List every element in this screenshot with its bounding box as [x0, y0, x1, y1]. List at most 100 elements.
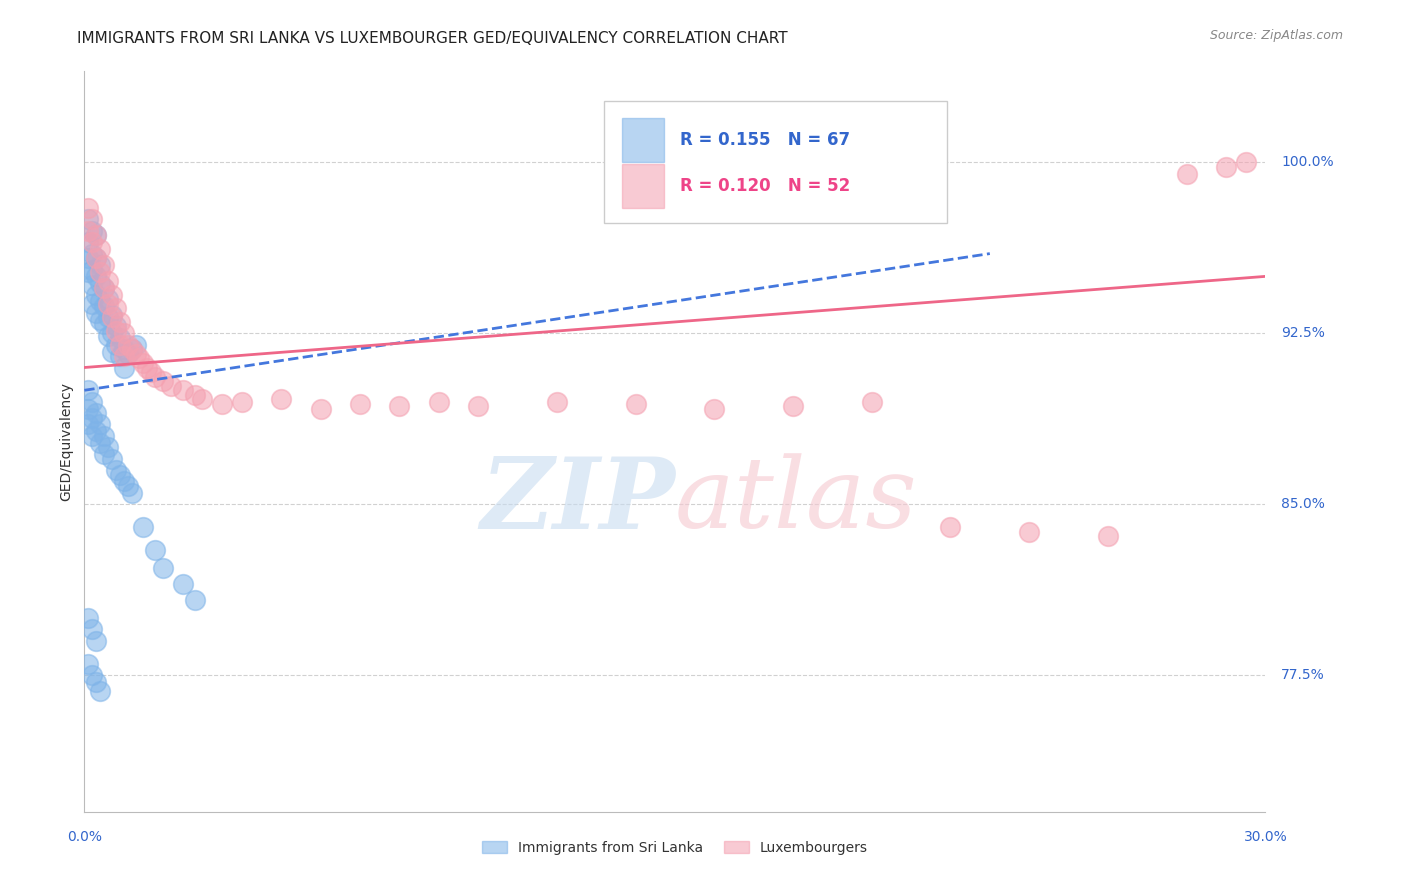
- Point: [82, 262, 104, 277]
- Point: [143, 369, 166, 384]
- Point: [77, 401, 100, 416]
- Point: [121, 343, 143, 357]
- Point: [101, 287, 124, 301]
- Point: [89, 277, 111, 291]
- Point: [104, 319, 127, 334]
- Point: [104, 337, 127, 351]
- Point: [160, 378, 183, 392]
- Point: [84, 306, 107, 320]
- Point: [860, 394, 883, 409]
- Point: [89, 265, 111, 279]
- Point: [104, 301, 127, 316]
- Text: 0.0%: 0.0%: [67, 830, 101, 844]
- Point: [77, 201, 100, 215]
- Point: [104, 463, 127, 477]
- Point: [117, 337, 139, 351]
- Point: [121, 485, 143, 500]
- Point: [1234, 155, 1257, 169]
- Point: [82, 410, 104, 425]
- Point: [112, 349, 135, 363]
- Point: [309, 401, 332, 416]
- Point: [82, 394, 104, 409]
- Point: [183, 592, 205, 607]
- Point: [82, 623, 104, 637]
- Point: [101, 326, 124, 341]
- Point: [82, 246, 104, 260]
- Point: [703, 401, 725, 416]
- Point: [112, 475, 135, 489]
- Point: [89, 258, 111, 272]
- Point: [82, 278, 104, 293]
- Text: IMMIGRANTS FROM SRI LANKA VS LUXEMBOURGER GED/EQUIVALENCY CORRELATION CHART: IMMIGRANTS FROM SRI LANKA VS LUXEMBOURGE…: [77, 31, 787, 46]
- Point: [128, 351, 150, 366]
- Point: [77, 224, 100, 238]
- Point: [108, 331, 131, 345]
- Point: [1175, 167, 1198, 181]
- Point: [93, 281, 115, 295]
- Point: [349, 397, 371, 411]
- Point: [101, 310, 124, 325]
- Point: [84, 425, 107, 439]
- Point: [82, 235, 104, 250]
- Text: 100.0%: 100.0%: [1281, 155, 1334, 169]
- Point: [82, 212, 104, 227]
- Text: 77.5%: 77.5%: [1281, 668, 1324, 682]
- Point: [101, 451, 124, 466]
- Point: [1097, 529, 1119, 543]
- FancyBboxPatch shape: [621, 164, 664, 208]
- Text: R = 0.120   N = 52: R = 0.120 N = 52: [679, 178, 849, 195]
- Point: [93, 281, 115, 295]
- Point: [467, 399, 489, 413]
- Point: [270, 392, 292, 407]
- Point: [77, 235, 100, 250]
- Point: [101, 308, 124, 322]
- Point: [97, 440, 120, 454]
- Point: [82, 668, 104, 682]
- Point: [84, 269, 107, 284]
- Point: [108, 349, 131, 363]
- Point: [108, 315, 131, 329]
- Point: [117, 347, 139, 361]
- Point: [82, 429, 104, 443]
- Point: [93, 317, 115, 331]
- FancyBboxPatch shape: [605, 101, 946, 223]
- Point: [97, 328, 120, 343]
- Point: [89, 294, 111, 309]
- Point: [84, 633, 107, 648]
- Point: [89, 435, 111, 450]
- Point: [191, 392, 214, 407]
- Point: [1018, 524, 1040, 539]
- Text: 92.5%: 92.5%: [1281, 326, 1324, 341]
- Legend: Immigrants from Sri Lanka, Luxembourgers: Immigrants from Sri Lanka, Luxembourgers: [477, 835, 873, 860]
- Point: [112, 326, 135, 341]
- Point: [77, 657, 100, 671]
- Text: R = 0.155   N = 67: R = 0.155 N = 67: [679, 131, 849, 149]
- Point: [77, 212, 100, 227]
- Point: [152, 561, 174, 575]
- Point: [84, 228, 107, 243]
- Point: [77, 611, 100, 625]
- Point: [112, 360, 135, 375]
- Point: [121, 343, 143, 357]
- Point: [93, 447, 115, 461]
- Point: [108, 337, 131, 351]
- Point: [172, 384, 194, 398]
- Point: [84, 228, 107, 243]
- Point: [89, 242, 111, 256]
- Point: [84, 251, 107, 265]
- Point: [82, 224, 104, 238]
- Point: [108, 467, 131, 482]
- Point: [939, 520, 962, 534]
- Point: [117, 479, 139, 493]
- Point: [152, 374, 174, 388]
- Point: [124, 337, 146, 351]
- Text: atlas: atlas: [675, 453, 918, 549]
- Text: Source: ZipAtlas.com: Source: ZipAtlas.com: [1209, 29, 1343, 42]
- Point: [143, 542, 166, 557]
- Point: [782, 399, 804, 413]
- Point: [101, 344, 124, 359]
- Point: [84, 674, 107, 689]
- Point: [93, 299, 115, 313]
- Point: [183, 388, 205, 402]
- Point: [77, 384, 100, 398]
